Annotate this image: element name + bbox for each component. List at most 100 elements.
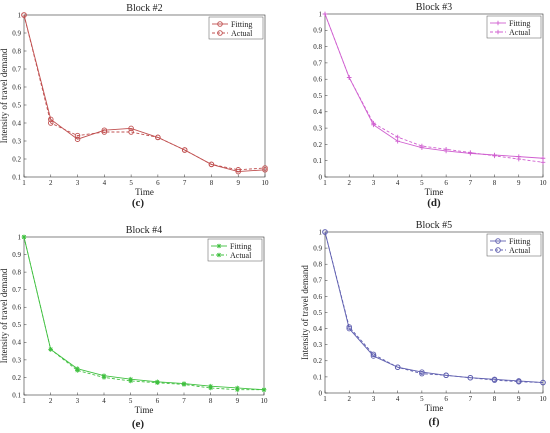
y-axis-label: Intensity of travel demand — [300, 265, 310, 360]
x-axis-label: Time — [425, 187, 444, 197]
y-tick-label: 0.6 — [12, 304, 21, 312]
y-tick-label: 0.9 — [12, 29, 21, 37]
series-line-actual — [23, 236, 264, 391]
legend-label: Actual — [230, 251, 252, 260]
data-point-actual-4 — [101, 129, 108, 135]
data-point-actual-7 — [181, 147, 188, 153]
y-tick-label: 0.3 — [313, 341, 322, 349]
data-point-legend-actual — [216, 252, 222, 258]
panel-label: (e) — [132, 418, 145, 430]
x-tick-label: 8 — [210, 179, 214, 187]
x-tick-label: 2 — [49, 179, 53, 187]
data-point-legend-fitting — [495, 20, 501, 26]
series-line-actual — [324, 13, 544, 163]
data-point-actual-3 — [75, 368, 80, 373]
legend-box — [207, 238, 263, 262]
panel-label: (f) — [429, 416, 440, 428]
subplot-4: 1 2 3 4 5 6 7 8 9 10 0 0.1 0.2 0.3 0.4 0.5 0.6 0.7 0.8 0.9 1… — [300, 220, 547, 428]
y-tick-label: 0.2 — [12, 374, 21, 382]
data-point-fitting-10 — [262, 167, 268, 173]
data-point-actual-7 — [181, 382, 187, 387]
series-line-fitting — [23, 236, 265, 391]
y-tick-label: 0.4 — [313, 108, 322, 116]
x-tick-label: 1 — [323, 179, 327, 187]
data-point-actual-10 — [261, 387, 267, 393]
x-axis-label: Time — [135, 405, 154, 415]
x-tick-label: 9 — [236, 397, 240, 405]
y-tick-label: 0.6 — [313, 76, 322, 84]
x-tick-label: 8 — [209, 397, 213, 405]
y-tick-label: 0.4 — [313, 325, 322, 333]
data-point-actual-10 — [262, 165, 268, 171]
y-tick-label: 0.3 — [313, 125, 322, 133]
data-point-legend-fitting — [216, 243, 222, 249]
y-tick-label: 0.3 — [12, 356, 21, 364]
data-point-actual-8 — [208, 385, 213, 391]
y-tick-label: 0.8 — [313, 261, 322, 269]
x-tick-label: 1 — [323, 395, 327, 403]
x-tick-label: 7 — [182, 397, 186, 405]
series-line-actual — [23, 14, 266, 171]
x-tick-label: 3 — [372, 395, 376, 403]
data-point-actual-3 — [371, 120, 376, 126]
y-tick-label: 0.9 — [12, 251, 21, 259]
data-point-actual-6 — [443, 146, 449, 152]
plot-area — [23, 236, 265, 396]
data-point-fitting-9 — [235, 168, 241, 175]
x-tick-label: 2 — [347, 179, 351, 187]
plot-area — [324, 13, 544, 178]
x-tick-label: 9 — [236, 179, 240, 187]
data-point-actual-7 — [468, 150, 473, 155]
y-tick-label: 0.2 — [313, 357, 322, 365]
x-tick-label: 2 — [49, 397, 53, 405]
y-tick-label: 1 — [319, 10, 323, 18]
data-point-actual-2 — [48, 120, 54, 126]
data-point-actual-9 — [235, 167, 241, 173]
data-point-actual-6 — [155, 380, 160, 386]
x-tick-label: 1 — [22, 179, 26, 187]
y-tick-label: 0.6 — [313, 293, 322, 301]
x-tick-label: 5 — [420, 179, 424, 187]
y-tick-label: 0.1 — [12, 173, 21, 181]
y-axis-label: Intensity of travel demand — [0, 268, 9, 363]
legend-label: Fitting — [231, 20, 252, 29]
y-tick-label: 0.8 — [12, 269, 21, 277]
x-tick-label: 6 — [444, 179, 448, 187]
x-tick-label: 9 — [517, 395, 521, 403]
x-tick-label: 8 — [493, 179, 497, 187]
data-point-actual-2 — [346, 75, 352, 80]
plot-area — [23, 14, 266, 178]
panel-label: (c) — [132, 197, 145, 209]
x-tick-label: 2 — [347, 395, 351, 403]
data-point-actual-9 — [235, 387, 240, 393]
x-tick-label: 6 — [156, 397, 160, 405]
x-tick-label: 3 — [76, 397, 80, 405]
data-point-actual-2 — [346, 324, 352, 330]
data-point-actual-4 — [101, 375, 107, 380]
x-tick-label: 4 — [103, 179, 107, 187]
series-line-fitting — [324, 13, 544, 159]
x-axis-label: Time — [425, 403, 444, 413]
x-tick-label: 4 — [396, 179, 400, 187]
data-point-legend-actual — [495, 247, 501, 253]
data-point-actual-6 — [443, 372, 449, 379]
y-tick-label: 0 — [319, 173, 323, 181]
y-tick-label: 0.7 — [12, 286, 21, 294]
data-point-actual-4 — [395, 134, 400, 140]
data-point-actual-10 — [540, 160, 546, 165]
data-point-actual-6 — [155, 134, 161, 141]
x-tick-label: 10 — [540, 179, 548, 187]
data-point-actual-8 — [492, 153, 497, 159]
legend-label: Fitting — [509, 19, 530, 28]
data-point-actual-4 — [394, 364, 401, 370]
data-point-actual-5 — [419, 370, 425, 377]
chart-title: Block #2 — [126, 3, 162, 14]
x-tick-label: 7 — [469, 395, 473, 403]
subplot-2: 1 2 3 4 5 6 7 8 9 10 0 0.1 0.2 0.3 0.4 0.5 0.6 0.7 0.8 0.9 1… — [313, 2, 547, 209]
data-point-actual-3 — [74, 132, 81, 139]
data-point-actual-1 — [21, 234, 27, 240]
